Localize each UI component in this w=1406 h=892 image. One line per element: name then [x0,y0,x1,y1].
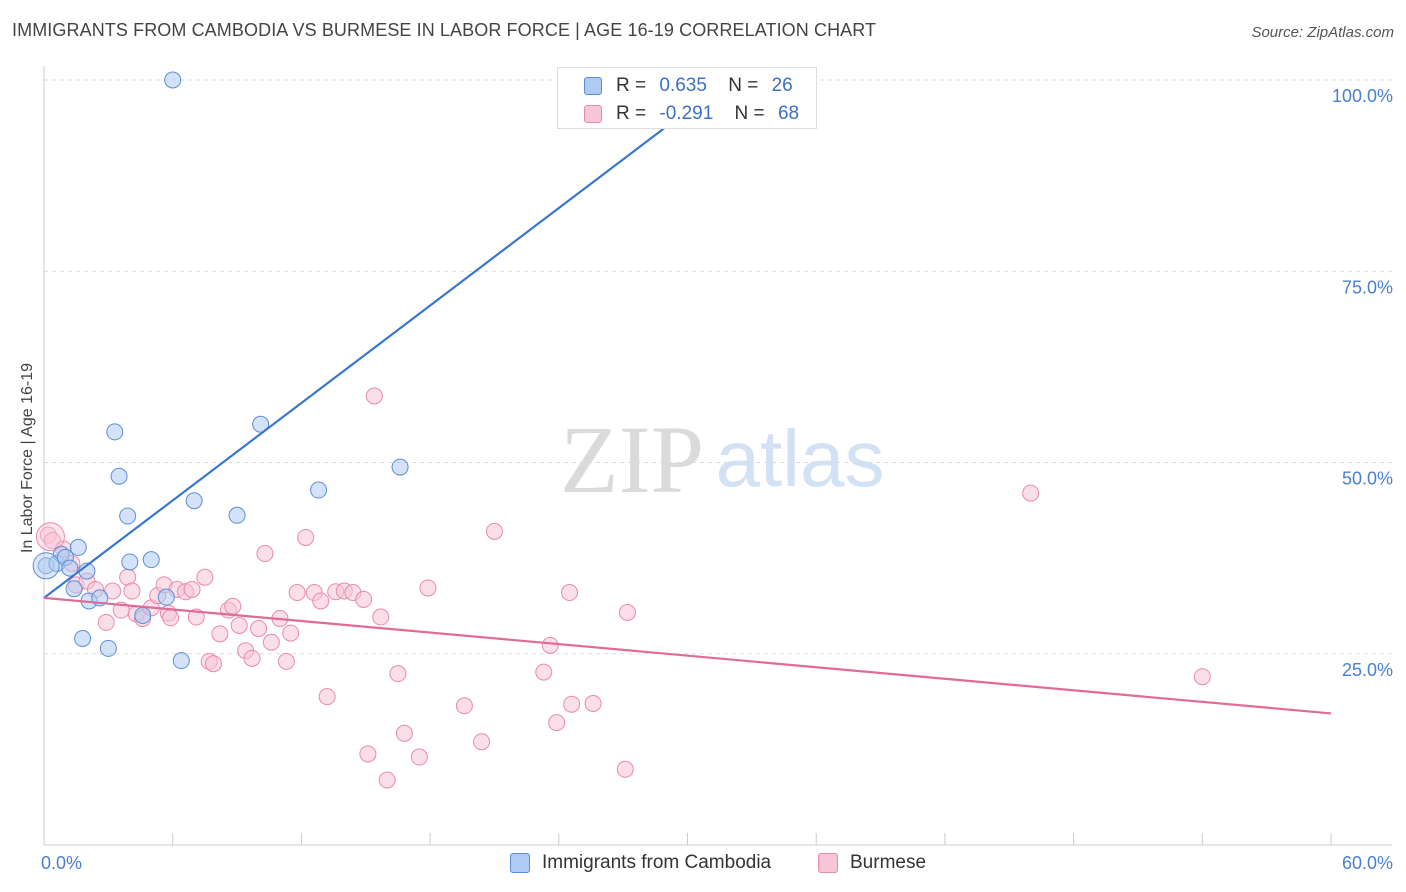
burmese-point[interactable] [288,584,306,602]
burmese-point[interactable] [548,714,566,732]
burmese-point[interactable] [1022,484,1040,502]
burmese-point[interactable] [97,613,115,631]
burmese-point[interactable] [312,592,330,610]
burmese-point[interactable] [618,603,636,621]
r-value-burmese: -0.291 [659,103,714,124]
cambodia-legend-swatch [510,853,530,873]
cambodia-point[interactable] [185,492,203,510]
burmese-point[interactable] [224,597,242,615]
cambodia-point[interactable] [74,629,92,647]
cambodia-point[interactable] [310,481,328,499]
cambodia-point[interactable] [228,506,246,524]
source-label: Source: ZipAtlas.com [1251,24,1394,41]
legend-item-burmese[interactable]: Burmese [818,852,926,874]
y-tick-label: 50.0% [1342,469,1393,489]
y-tick-label: 75.0% [1342,277,1393,297]
watermark-atlas: atlas [716,414,885,503]
burmese-point[interactable] [256,545,274,563]
burmese-points [35,387,1211,789]
r-value-cambodia: 0.635 [659,75,707,96]
burmese-point[interactable] [297,528,315,546]
cambodia-point[interactable] [172,652,190,670]
cambodia-point[interactable] [157,588,175,606]
burmese-point[interactable] [262,633,280,651]
correlation-legend: R = 0.635 N = 26 R = -0.291 N = 68 [557,67,817,129]
burmese-point[interactable] [378,771,396,789]
cambodia-point[interactable] [134,607,152,624]
cambodia-points [32,71,409,670]
burmese-point[interactable] [485,522,503,540]
x-tick-label: 0.0% [41,853,82,873]
burmese-point[interactable] [204,655,222,673]
burmese-point[interactable] [162,609,180,627]
burmese-point[interactable] [372,608,390,626]
y-tick-label: 100.0% [1332,86,1393,106]
r-label: R = [616,103,647,124]
cambodia-swatch [584,77,602,95]
n-value-burmese: 68 [777,103,800,124]
cambodia-point[interactable] [119,507,137,525]
x-tick-label: 60.0% [1342,853,1393,873]
burmese-point[interactable] [277,652,295,670]
burmese-point[interactable] [359,745,377,763]
legend-label-burmese: Burmese [850,852,927,873]
burmese-point[interactable] [455,697,473,715]
r-label: R = [616,75,647,96]
cambodia-trend-line [43,109,689,599]
burmese-point[interactable] [535,663,553,681]
burmese-point[interactable] [541,636,559,654]
burmese-point[interactable] [230,616,248,634]
burmese-point[interactable] [419,579,437,597]
watermark-zip: ZIP [560,406,704,513]
burmese-point[interactable] [389,665,407,683]
burmese-point[interactable] [123,582,141,600]
cambodia-point-cluster[interactable] [32,552,60,580]
burmese-point-cluster[interactable] [35,522,65,552]
trend-lines [43,109,1332,715]
burmese-point[interactable] [410,748,428,766]
burmese-point[interactable] [1193,668,1211,686]
legend-item-cambodia[interactable]: Immigrants from Cambodia [510,852,771,874]
grid-lines [44,79,1392,655]
burmese-point[interactable] [561,584,579,602]
burmese-point[interactable] [196,568,214,586]
burmese-point[interactable] [250,620,267,638]
burmese-point[interactable] [365,387,383,405]
cambodia-point[interactable] [252,415,270,433]
cambodia-point[interactable] [121,553,139,571]
burmese-point[interactable] [282,624,300,642]
n-label: N = [728,75,759,96]
burmese-point[interactable] [183,580,201,598]
cambodia-point[interactable] [106,423,124,441]
burmese-point[interactable] [473,733,491,751]
burmese-point[interactable] [243,649,261,667]
cambodia-point[interactable] [69,538,87,556]
n-value-cambodia: 26 [771,75,793,96]
series-legend: Immigrants from Cambodia Burmese [0,852,1406,876]
cambodia-point[interactable] [99,639,117,657]
cambodia-point[interactable] [65,580,83,598]
cambodia-point[interactable] [142,551,160,569]
cambodia-point[interactable] [110,467,128,485]
burmese-point[interactable] [616,760,634,778]
burmese-point[interactable] [211,625,229,643]
cambodia-point[interactable] [391,458,409,476]
burmese-point[interactable] [355,590,373,608]
tick-labels: 25.0% 50.0% 75.0% 100.0% 0.0% 60.0% [41,86,1393,873]
burmese-trend-line [43,596,1332,715]
cambodia-point[interactable] [164,71,182,89]
burmese-point[interactable] [563,695,581,713]
cambodia-point[interactable] [61,559,79,577]
chart-title: IMMIGRANTS FROM CAMBODIA VS BURMESE IN L… [12,20,877,40]
burmese-legend-swatch [818,853,838,873]
legend-label-cambodia: Immigrants from Cambodia [542,852,772,873]
burmese-point[interactable] [584,694,602,712]
burmese-point[interactable] [395,724,413,742]
n-label: N = [734,103,765,124]
burmese-point[interactable] [318,688,336,706]
axes [43,66,1392,846]
burmese-swatch [584,105,602,123]
y-tick-label: 25.0% [1342,660,1393,680]
